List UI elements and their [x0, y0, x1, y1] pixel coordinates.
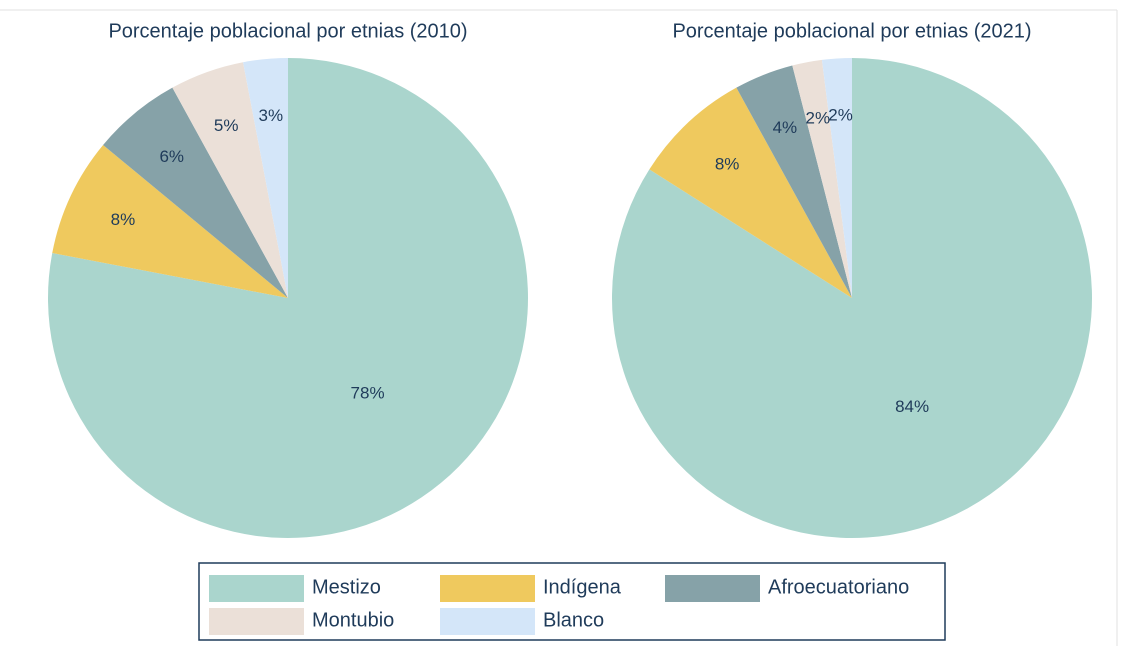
- value-label: 8%: [715, 155, 740, 174]
- legend-swatch: [440, 608, 535, 635]
- legend-label: Mestizo: [312, 576, 381, 598]
- pie-slice: [103, 87, 289, 298]
- value-label: 78%: [351, 384, 385, 403]
- pie-slice: [792, 59, 852, 298]
- value-label: 8%: [111, 210, 136, 229]
- value-label: 6%: [159, 147, 184, 166]
- value-label: 3%: [259, 106, 284, 125]
- legend-swatch: [209, 575, 304, 602]
- legend-label: Blanco: [543, 609, 604, 631]
- pie-slice: [243, 58, 288, 298]
- chart-title: Porcentaje poblacional por etnias (2010): [108, 20, 467, 42]
- chart-title: Porcentaje poblacional por etnias (2021): [672, 20, 1031, 42]
- legend-swatch: [209, 608, 304, 635]
- pie-slice: [821, 58, 852, 298]
- legend-label: Afroecuatoriano: [768, 576, 909, 598]
- value-label: 2%: [806, 108, 831, 127]
- legend-swatch: [665, 575, 760, 602]
- value-label: 84%: [895, 397, 929, 416]
- value-label: 2%: [828, 105, 853, 124]
- pie-slice: [172, 62, 288, 298]
- pie-slice: [52, 145, 288, 298]
- legend-label: Indígena: [543, 576, 622, 598]
- pie-slice: [649, 87, 852, 298]
- value-label: 4%: [773, 118, 798, 137]
- pie-slice: [736, 65, 852, 298]
- value-label: 5%: [214, 116, 239, 135]
- pie-slice: [612, 58, 1093, 538]
- legend-label: Montubio: [312, 609, 394, 631]
- legend-swatch: [440, 575, 535, 602]
- legend-box: [198, 562, 946, 641]
